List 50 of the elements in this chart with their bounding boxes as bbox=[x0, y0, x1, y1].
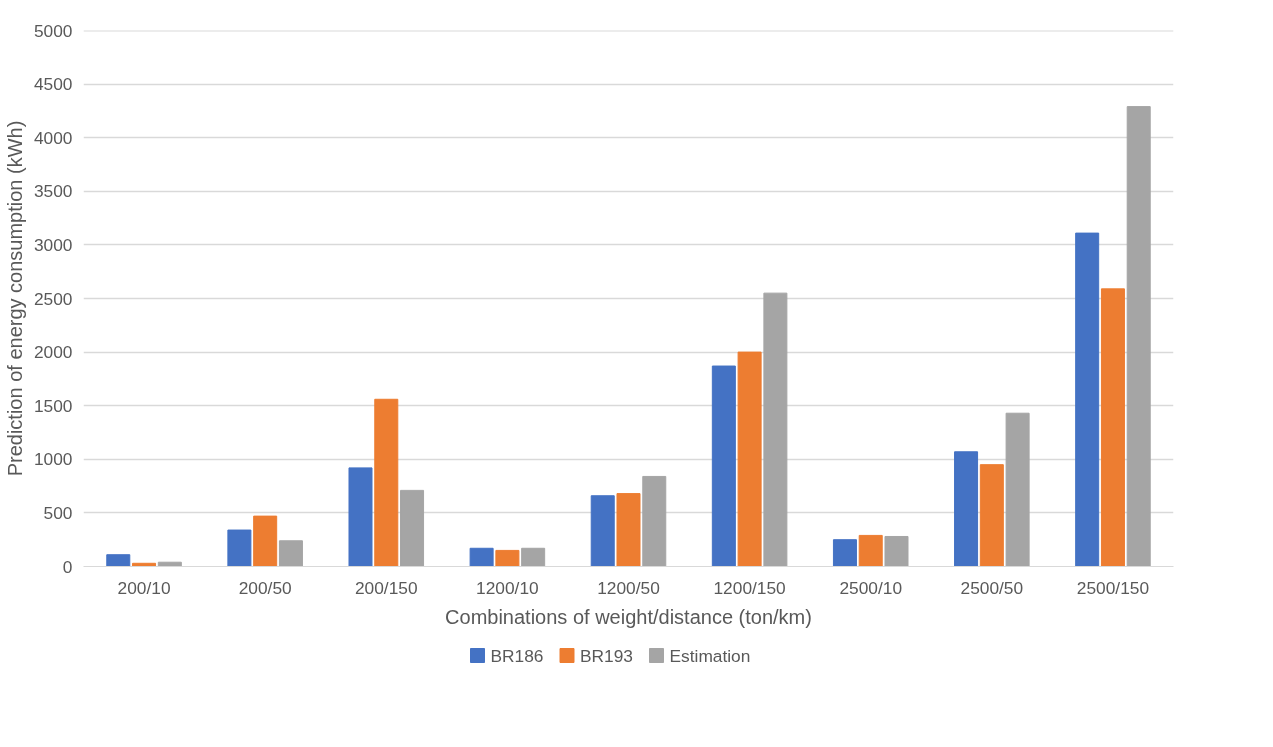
bar bbox=[106, 554, 131, 567]
bar bbox=[374, 398, 399, 567]
bar bbox=[469, 547, 494, 567]
bar bbox=[253, 515, 278, 567]
bar bbox=[884, 535, 909, 567]
bar bbox=[348, 467, 373, 567]
bar bbox=[711, 365, 736, 567]
bar bbox=[278, 540, 303, 567]
bar bbox=[521, 547, 546, 567]
x-tick-label: 2500/10 bbox=[839, 577, 903, 598]
bar bbox=[763, 292, 788, 567]
bar bbox=[590, 495, 615, 567]
bar bbox=[227, 529, 252, 567]
y-axis-title: Prediction of energy consumption (kWh) bbox=[3, 120, 26, 477]
x-tick-label: 2500/150 bbox=[1076, 577, 1150, 598]
bar bbox=[737, 351, 762, 567]
x-tick-label: 1200/150 bbox=[713, 577, 786, 598]
bar bbox=[1126, 106, 1151, 567]
legend-label: Estimation bbox=[669, 645, 751, 666]
bar bbox=[979, 464, 1004, 567]
y-tick-label: 2500 bbox=[33, 288, 73, 309]
y-tick-label: 4000 bbox=[33, 127, 73, 148]
bar bbox=[1005, 412, 1030, 567]
x-tick-label: 200/10 bbox=[117, 577, 171, 598]
y-tick-label: 4500 bbox=[33, 74, 73, 95]
bar bbox=[642, 475, 667, 567]
bar bbox=[616, 493, 641, 567]
y-tick-label: 3500 bbox=[33, 181, 73, 202]
bar bbox=[1100, 288, 1125, 567]
x-axis-title: Combinations of weight/distance (ton/km) bbox=[445, 605, 812, 628]
y-tick-label: 1000 bbox=[33, 449, 73, 470]
bar bbox=[495, 549, 520, 567]
bar bbox=[832, 539, 857, 567]
bar bbox=[954, 451, 979, 567]
y-tick-label: 500 bbox=[43, 502, 73, 523]
y-tick-label: 0 bbox=[62, 556, 73, 577]
y-tick-label: 2000 bbox=[33, 342, 73, 363]
bar bbox=[858, 534, 883, 567]
legend-label: BR186 bbox=[490, 645, 544, 666]
x-tick-label: 2500/50 bbox=[960, 577, 1024, 598]
x-tick-label: 1200/50 bbox=[597, 577, 660, 598]
x-tick-label: 1200/10 bbox=[476, 577, 539, 598]
y-tick-label: 1500 bbox=[33, 395, 73, 416]
x-tick-label: 200/50 bbox=[238, 577, 292, 598]
y-tick-label: 5000 bbox=[33, 20, 73, 41]
bar bbox=[400, 489, 425, 567]
y-tick-label: 3000 bbox=[33, 234, 73, 255]
legend-label: BR193 bbox=[580, 645, 633, 666]
bar bbox=[1075, 232, 1100, 567]
x-tick-label: 200/150 bbox=[354, 577, 418, 598]
